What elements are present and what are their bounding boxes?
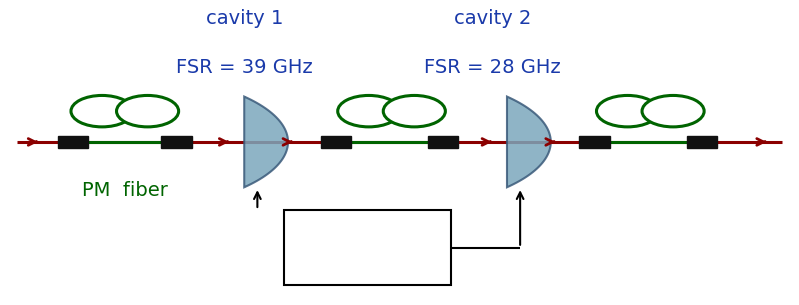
Text: FSR = 28 GHz: FSR = 28 GHz	[424, 58, 561, 77]
Text: cavity 2: cavity 2	[454, 9, 531, 27]
Polygon shape	[244, 97, 288, 187]
Text: PM  fiber: PM fiber	[81, 181, 168, 200]
Text: temperature: temperature	[316, 227, 420, 245]
Bar	[320, 136, 351, 148]
Bar	[58, 136, 88, 148]
Bar	[428, 136, 459, 148]
Bar	[284, 210, 451, 285]
Bar	[161, 136, 192, 148]
Ellipse shape	[384, 95, 445, 127]
Bar	[687, 136, 718, 148]
Ellipse shape	[338, 95, 400, 127]
Ellipse shape	[597, 95, 658, 127]
Text: cavity 1: cavity 1	[205, 9, 283, 27]
Ellipse shape	[117, 95, 179, 127]
Bar	[579, 136, 610, 148]
Polygon shape	[507, 97, 551, 187]
Ellipse shape	[71, 95, 133, 127]
Text: controller: controller	[328, 254, 407, 272]
Text: FSR = 39 GHz: FSR = 39 GHz	[176, 58, 312, 77]
Ellipse shape	[642, 95, 704, 127]
